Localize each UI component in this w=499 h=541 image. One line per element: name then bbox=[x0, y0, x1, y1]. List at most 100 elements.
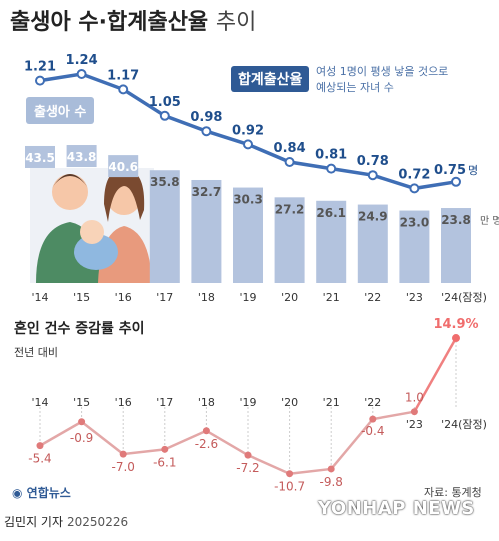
x-tick-label: '17 bbox=[156, 396, 173, 409]
chart-title-main: 출생아 수·합계출산율 bbox=[10, 10, 209, 35]
tfr-value-label: 0.75 bbox=[434, 163, 466, 178]
x-tick-label: '24(잠정) bbox=[441, 418, 487, 431]
chart-title: 출생아 수·합계출산율 추이 bbox=[10, 4, 256, 36]
marriage-point bbox=[244, 451, 252, 459]
tfr-unit-label: 명 bbox=[468, 164, 478, 177]
births-bar bbox=[357, 204, 388, 283]
tfr-value-label: 0.98 bbox=[190, 110, 222, 125]
marriage-line: -5.4 -0.9 -7.0 -6.1 -2.6 -7.2 -10.7 -9.8 -0.4 1.0… bbox=[28, 317, 478, 494]
x-tick-label: '15 bbox=[73, 396, 90, 409]
marriage-segment bbox=[330, 418, 374, 470]
births-bar bbox=[233, 187, 263, 283]
marriage-point bbox=[78, 418, 86, 426]
tfr-value-label: 0.81 bbox=[315, 148, 347, 163]
marriage-point bbox=[369, 415, 377, 423]
marriage-section-title: 혼인 건수 증감률 추이 bbox=[14, 321, 145, 337]
marriage-segment bbox=[80, 420, 124, 456]
births-unit-label: 만 명 bbox=[480, 215, 499, 227]
credit: 김민지 기자 20250226 bbox=[4, 513, 128, 530]
births-bar bbox=[25, 145, 55, 168]
marriage-segment bbox=[289, 467, 332, 475]
baby-blanket bbox=[74, 234, 118, 270]
x-tick-label: '23 bbox=[406, 418, 423, 431]
tfr-value-label: 1.05 bbox=[149, 95, 181, 110]
tfr-line: 1.21 1.24 1.17 1.05 0.98 0.92 0.84 0.81 0.78 0.72… bbox=[24, 53, 478, 194]
tfr-point bbox=[159, 110, 170, 121]
births-value-label: 27.2 bbox=[275, 202, 305, 216]
births-bar bbox=[316, 200, 347, 283]
tfr-point bbox=[201, 126, 212, 137]
tfr-point bbox=[367, 170, 378, 181]
x-tick-label: '20 bbox=[281, 396, 298, 409]
marriage-value-label: -0.9 bbox=[70, 431, 93, 445]
tfr-point bbox=[35, 75, 45, 86]
births-series-label: 출생아 수 bbox=[26, 97, 95, 124]
x-tick-label: '21 bbox=[323, 396, 340, 409]
tfr-value-label: 1.24 bbox=[66, 53, 98, 68]
births-value-label: 32.7 bbox=[192, 185, 222, 199]
marriage-segment bbox=[205, 429, 249, 457]
marriage-value-label: -2.6 bbox=[195, 437, 218, 451]
yonhap-logo: ◉ 연합뉴스 bbox=[12, 486, 71, 500]
births-value-label: 23.8 bbox=[441, 213, 471, 227]
births-bar bbox=[108, 155, 139, 178]
x-tick-label: '19 bbox=[239, 291, 256, 304]
source-note: 자료: 통계청 bbox=[424, 486, 482, 499]
x-tick-label: '21 bbox=[323, 291, 340, 304]
marriage-value-label: -5.4 bbox=[28, 452, 51, 466]
tfr-point bbox=[243, 139, 253, 150]
marriage-point bbox=[452, 334, 460, 343]
tfr-value-label: 0.72 bbox=[398, 167, 430, 182]
marriage-value-label: -10.7 bbox=[274, 480, 305, 494]
births-value-label: 26.1 bbox=[316, 206, 346, 220]
births-value-label: 43.5 bbox=[25, 151, 55, 165]
births-bar bbox=[149, 170, 180, 283]
x-tick-label: '22 bbox=[364, 291, 381, 304]
births-bar bbox=[274, 197, 305, 283]
tfr-point bbox=[451, 176, 461, 187]
marriage-segment bbox=[413, 337, 458, 413]
watermark: YONHAP NEWS bbox=[318, 498, 475, 519]
father-face bbox=[52, 174, 88, 210]
marriage-value-label: 14.9% bbox=[433, 317, 478, 332]
marriage-segment bbox=[39, 420, 83, 447]
marriage-value-label: -6.1 bbox=[153, 455, 176, 469]
births-value-label: 35.8 bbox=[150, 175, 180, 189]
births-bars: 43.5 43.8 40.6 35.8 32.7 30.3 27.2 26.1 24.9 23.0… bbox=[25, 145, 499, 283]
tfr-point bbox=[326, 163, 337, 174]
x-tick-label: '18 bbox=[198, 291, 215, 304]
x-tick-label: '16 bbox=[115, 291, 132, 304]
births-value-label: 30.3 bbox=[233, 193, 263, 207]
tfr-value-label: 0.78 bbox=[357, 154, 389, 169]
credit-date: 20250226 bbox=[67, 515, 129, 529]
marriage-point bbox=[119, 450, 127, 458]
births-value-label: 23.0 bbox=[400, 216, 430, 230]
marriage-value-label: -9.8 bbox=[319, 475, 342, 489]
tfr-legend-desc-line2: 예상되는 자녀 수 bbox=[316, 81, 394, 94]
tfr-point bbox=[284, 157, 295, 167]
tfr-point bbox=[76, 69, 87, 79]
marriage-segment bbox=[164, 429, 207, 451]
tfr-value-label: 0.92 bbox=[232, 123, 264, 138]
marriage-segment bbox=[372, 410, 415, 421]
tfr-legend-description: 여성 1명이 평생 낳을 것으로 예상되는 자녀 수 bbox=[316, 64, 448, 96]
tfr-legend-desc-line1: 여성 1명이 평생 낳을 것으로 bbox=[316, 65, 449, 78]
chart-title-suffix: 추이 bbox=[215, 10, 257, 35]
tfr-value-label: 1.17 bbox=[107, 68, 139, 83]
marriage-value-label: -0.4 bbox=[361, 424, 384, 438]
marriage-point bbox=[327, 465, 335, 473]
births-value-label: 40.6 bbox=[108, 160, 138, 174]
x-tick-label: '14 bbox=[31, 396, 48, 409]
marriage-value-label: -7.2 bbox=[236, 461, 259, 475]
marriage-point bbox=[410, 408, 418, 416]
x-tick-label: '17 bbox=[156, 291, 173, 304]
father-hair bbox=[52, 174, 88, 188]
marriage-value-label: -7.0 bbox=[111, 460, 134, 474]
baby-face bbox=[80, 220, 104, 244]
tfr-value-label: 0.84 bbox=[274, 141, 306, 156]
marriage-section-subtitle: 전년 대비 bbox=[14, 346, 58, 359]
births-value-label: 43.8 bbox=[67, 150, 97, 164]
x-tick-label: '19 bbox=[239, 396, 256, 409]
